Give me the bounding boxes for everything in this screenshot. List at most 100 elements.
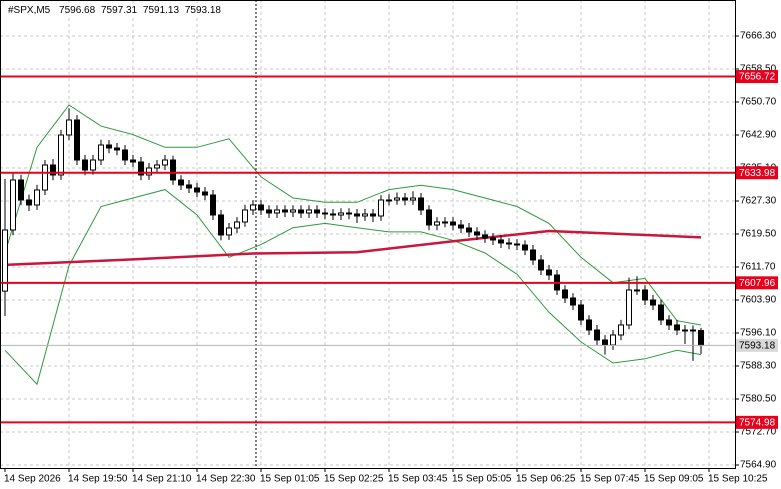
candle-body <box>674 324 680 331</box>
x-tick-label: 15 Sep 06:25 <box>516 474 576 485</box>
level-label-bg <box>736 415 778 429</box>
candle-body <box>418 197 424 211</box>
header-bg <box>3 3 208 17</box>
candle-body <box>370 213 376 217</box>
candle-body <box>402 197 408 201</box>
candle-body <box>698 330 704 346</box>
candle-body <box>506 242 512 245</box>
candle-body <box>466 227 472 233</box>
candle-body <box>186 184 192 189</box>
level-label: 7656.72 <box>739 72 776 83</box>
y-tick-label: 7650.70 <box>740 97 777 108</box>
header: #SPX,M5 7596.68 7597.31 7591.13 7593.18 <box>8 5 221 16</box>
x-tick-label: 15 Sep 09:05 <box>644 474 704 485</box>
candle-body <box>346 212 352 215</box>
candle-body <box>210 194 216 216</box>
candle-body <box>82 159 88 171</box>
candle-body <box>634 289 640 292</box>
candle-body <box>306 209 312 214</box>
candle-body <box>434 221 440 226</box>
candle-body <box>362 213 368 217</box>
level-label: 7607.96 <box>739 278 776 289</box>
x-tick-label: 15 Sep 05:05 <box>452 474 512 485</box>
candle-body <box>498 239 504 244</box>
candle-body <box>378 199 384 217</box>
candle-body <box>578 304 584 321</box>
x-tick-label: 15 Sep 01:05 <box>260 474 320 485</box>
y-tick-label: 7603.90 <box>740 295 777 306</box>
candle-body <box>290 209 296 213</box>
candle-body <box>250 204 256 211</box>
candle-body <box>682 329 688 332</box>
last-close: 7593.18 <box>185 5 222 16</box>
last-high: 7597.31 <box>101 5 138 16</box>
candle-body <box>170 159 176 181</box>
y-tick-label: 7619.50 <box>740 229 777 240</box>
y-tick-label: 7611.70 <box>740 262 776 273</box>
candle-body <box>386 199 392 202</box>
y-tick-label: 7588.30 <box>740 361 777 372</box>
candle-body <box>610 334 616 346</box>
candle-body <box>602 339 608 346</box>
candle-body <box>442 221 448 224</box>
x-tick-label: 15 Sep 10:25 <box>708 474 768 485</box>
y-tick-label: 7596.10 <box>740 328 777 339</box>
candle-body <box>10 179 16 231</box>
candle-body <box>666 319 672 326</box>
plot <box>0 75 735 424</box>
candle-body <box>26 199 32 206</box>
y-tick-label: 7627.30 <box>740 196 777 207</box>
indicator-line <box>4 229 702 267</box>
candle-body <box>258 204 264 211</box>
candle-body <box>514 243 520 246</box>
x-tick-label: 15 Sep 03:45 <box>388 474 448 485</box>
candle-body <box>274 209 280 214</box>
candle-body <box>450 221 456 226</box>
candle-body <box>138 161 144 176</box>
y-tick-label: 7658.50 <box>740 64 777 75</box>
candle-body <box>642 289 648 301</box>
x-tick-label: 15 Sep 07:45 <box>580 474 640 485</box>
candle-body <box>266 209 272 214</box>
candle-body <box>658 304 664 321</box>
candle-body <box>74 119 80 161</box>
x-tick-label: 14 Sep 2026 <box>4 474 61 485</box>
candle-body <box>234 221 240 229</box>
candle-body <box>18 179 24 201</box>
axes: 7666.307658.507650.707642.907635.107627.… <box>4 31 778 485</box>
candle-body <box>626 289 632 326</box>
level-label-bg <box>736 166 778 180</box>
symbol-title: #SPX,M5 <box>8 5 51 16</box>
candle-body <box>242 209 248 223</box>
candle-body <box>530 249 536 261</box>
candle-body <box>482 234 488 239</box>
candle-body <box>562 289 568 299</box>
candle-body <box>282 209 288 213</box>
candle-body <box>426 209 432 226</box>
x-tick-label: 14 Sep 19:50 <box>68 474 128 485</box>
candle-body <box>226 227 232 236</box>
indicator-line <box>4 104 702 326</box>
candle-body <box>338 212 344 216</box>
level-label: 7574.98 <box>739 417 776 428</box>
level-label-bg <box>736 70 778 84</box>
y-tick-label: 7580.50 <box>740 394 777 405</box>
candle-body <box>314 209 320 214</box>
candle-body <box>474 231 480 236</box>
candle-body <box>146 167 152 176</box>
candle-body <box>522 244 528 251</box>
x-tick-label: 14 Sep 22:30 <box>196 474 256 485</box>
candle-body <box>122 149 128 161</box>
candle-body <box>42 164 48 191</box>
candle-body <box>538 259 544 271</box>
candle-body <box>34 189 40 206</box>
candle-body <box>2 229 8 292</box>
candle-body <box>690 329 696 332</box>
x-tick-label: 15 Sep 02:25 <box>324 474 384 485</box>
candle-body <box>394 197 400 201</box>
y-tick-label: 7572.70 <box>740 427 777 438</box>
candle-body <box>410 197 416 201</box>
candle-body <box>98 144 104 161</box>
candle-body <box>570 297 576 306</box>
